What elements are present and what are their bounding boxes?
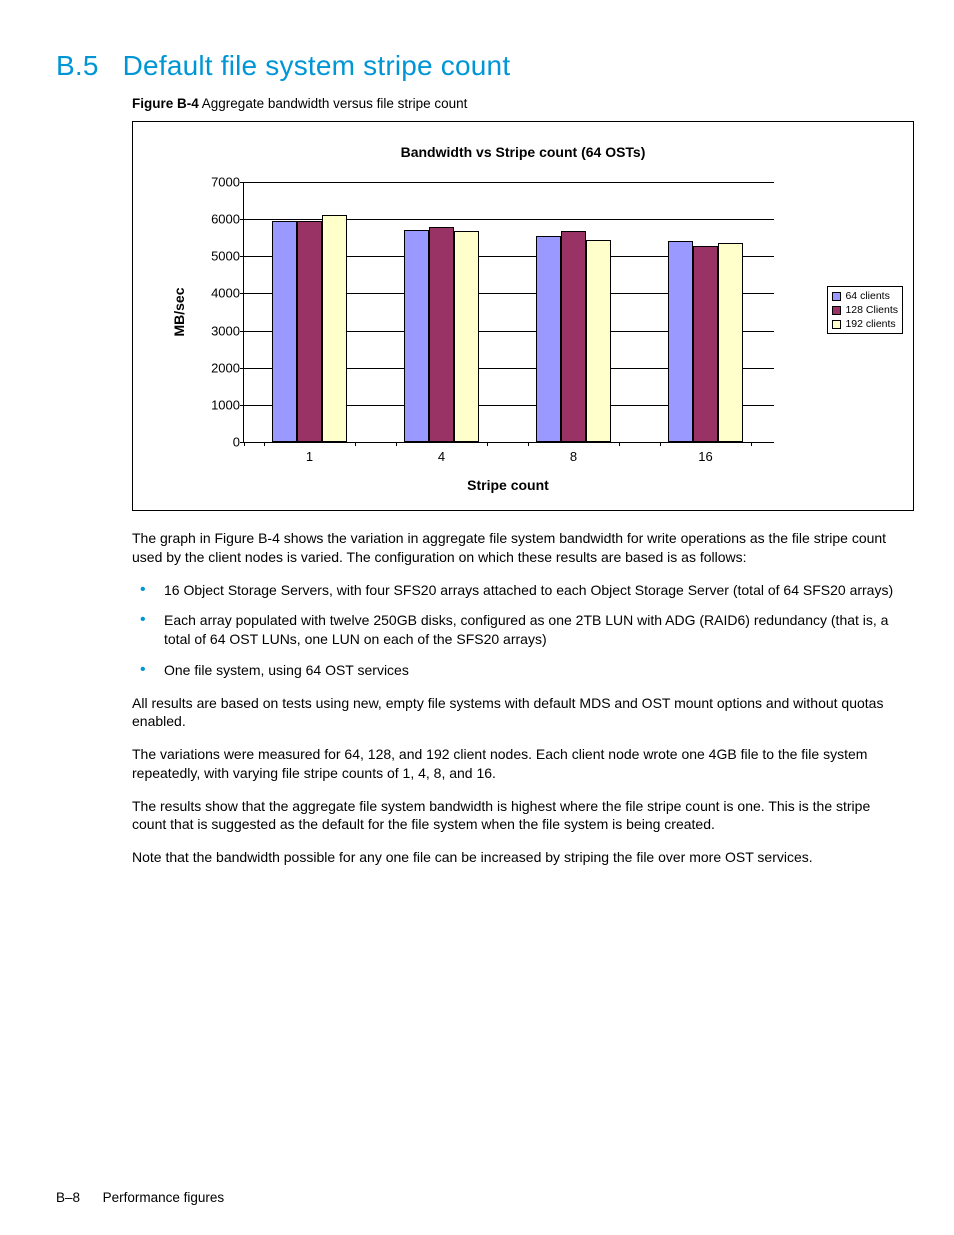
figure-label: Figure B-4 xyxy=(132,96,199,111)
y-tick-label: 6000 xyxy=(200,212,240,227)
bar xyxy=(586,240,611,442)
bar xyxy=(561,231,586,442)
intro-paragraph: The graph in Figure B-4 shows the variat… xyxy=(132,529,894,567)
y-tick-mark xyxy=(240,293,244,294)
legend-item: 192 clients xyxy=(832,317,898,331)
section-number: B.5 xyxy=(56,50,99,82)
grid-line xyxy=(244,182,774,183)
legend-item: 64 clients xyxy=(832,289,898,303)
bar xyxy=(693,246,718,442)
footer-label: Performance figures xyxy=(103,1190,225,1205)
figure-text: Aggregate bandwidth versus file stripe c… xyxy=(202,96,468,111)
y-tick-mark xyxy=(240,219,244,220)
x-tick-mark xyxy=(660,442,661,446)
x-tick-mark xyxy=(487,442,488,446)
legend-swatch xyxy=(832,320,841,329)
legend-label: 64 clients xyxy=(845,290,889,302)
x-tick-label: 16 xyxy=(698,449,712,464)
bar xyxy=(668,241,693,442)
y-tick-mark xyxy=(240,331,244,332)
y-tick-label: 4000 xyxy=(200,286,240,301)
plot-area: 0100020003000400050006000700014816 xyxy=(243,182,774,443)
body-paragraph: The results show that the aggregate file… xyxy=(132,797,894,835)
x-tick-mark xyxy=(264,442,265,446)
bullet-list: 16 Object Storage Servers, with four SFS… xyxy=(132,581,894,680)
legend-label: 192 clients xyxy=(845,318,895,330)
bar xyxy=(454,231,479,442)
section-heading: B.5 Default file system stripe count xyxy=(56,50,898,82)
y-tick-mark xyxy=(240,256,244,257)
bar xyxy=(429,227,454,442)
y-tick-label: 3000 xyxy=(200,323,240,338)
chart-title: Bandwidth vs Stripe count (64 OSTs) xyxy=(133,144,913,160)
body-text: The graph in Figure B-4 shows the variat… xyxy=(132,529,894,867)
x-tick-mark xyxy=(528,442,529,446)
y-axis-title: MB/sec xyxy=(171,287,187,336)
bullet-item: One file system, using 64 OST services xyxy=(132,661,894,680)
body-paragraph: The variations were measured for 64, 128… xyxy=(132,745,894,783)
legend-item: 128 Clients xyxy=(832,303,898,317)
legend-swatch xyxy=(832,306,841,315)
bar xyxy=(272,221,297,442)
section-title: Default file system stripe count xyxy=(123,50,511,82)
y-tick-label: 2000 xyxy=(200,360,240,375)
x-tick-mark xyxy=(244,442,245,446)
bar xyxy=(322,215,347,442)
bar xyxy=(718,243,743,442)
x-tick-mark xyxy=(355,442,356,446)
legend: 64 clients 128 Clients 192 clients xyxy=(827,286,903,334)
bandwidth-chart: Bandwidth vs Stripe count (64 OSTs) MB/s… xyxy=(132,121,914,511)
figure-caption: Figure B-4 Aggregate bandwidth versus fi… xyxy=(132,96,898,111)
y-tick-label: 0 xyxy=(200,435,240,450)
x-tick-mark xyxy=(396,442,397,446)
page-number: B–8 xyxy=(56,1190,80,1205)
x-tick-mark xyxy=(619,442,620,446)
legend-label: 128 Clients xyxy=(845,304,898,316)
page-footer: B–8 Performance figures xyxy=(56,1190,224,1205)
x-tick-mark xyxy=(751,442,752,446)
y-tick-label: 7000 xyxy=(200,175,240,190)
bullet-item: Each array populated with twelve 250GB d… xyxy=(132,611,894,649)
bar xyxy=(536,236,561,442)
x-tick-label: 4 xyxy=(438,449,445,464)
page: B.5 Default file system stripe count Fig… xyxy=(0,0,954,1235)
y-tick-mark xyxy=(240,182,244,183)
bar xyxy=(297,221,322,442)
x-tick-label: 8 xyxy=(570,449,577,464)
x-tick-label: 1 xyxy=(306,449,313,464)
body-paragraph: All results are based on tests using new… xyxy=(132,694,894,732)
y-tick-label: 5000 xyxy=(200,249,240,264)
bullet-item: 16 Object Storage Servers, with four SFS… xyxy=(132,581,894,600)
remaining-paragraphs: All results are based on tests using new… xyxy=(132,694,894,867)
y-tick-mark xyxy=(240,368,244,369)
y-tick-label: 1000 xyxy=(200,397,240,412)
x-axis-title: Stripe count xyxy=(243,477,773,493)
bar xyxy=(404,230,429,442)
body-paragraph: Note that the bandwidth possible for any… xyxy=(132,848,894,867)
y-tick-mark xyxy=(240,405,244,406)
legend-swatch xyxy=(832,292,841,301)
